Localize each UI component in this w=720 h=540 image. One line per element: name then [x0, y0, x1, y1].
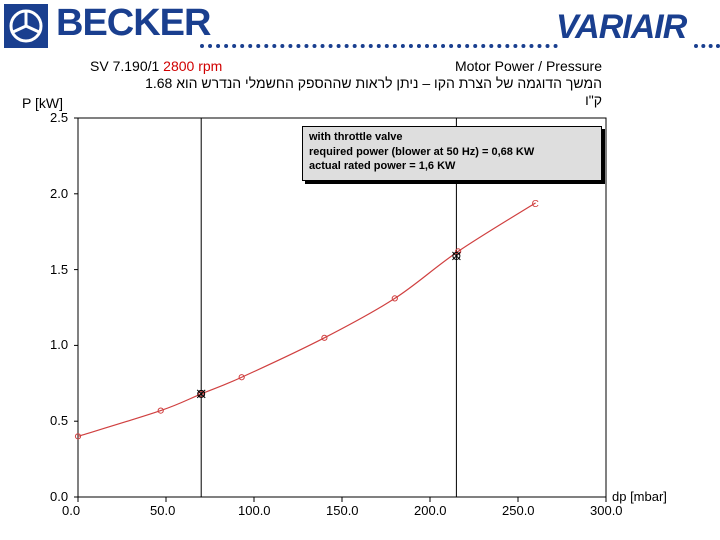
x-axis-label: dp [mbar]	[612, 489, 667, 504]
chart-title-metric: Motor Power / Pressure	[454, 58, 602, 74]
x-tick-label: 250.0	[502, 503, 535, 518]
hebrew-caption-line1: המשך הדוגמה של הצרת הקו – ניתן לראות שהה…	[145, 75, 602, 91]
y-axis-label: P [kW]	[22, 95, 63, 111]
operating-point-cross	[196, 389, 206, 399]
data-point	[391, 295, 398, 302]
plot-frame	[77, 117, 607, 498]
y-tick-label: 0.0	[50, 489, 69, 504]
data-point	[157, 407, 164, 414]
data-point	[198, 390, 205, 398]
data-point	[74, 433, 82, 440]
rpm-label: 2800 rpm	[163, 58, 223, 74]
data-point	[238, 374, 245, 381]
x-tick-label: 50.0	[150, 503, 176, 518]
y-tick-label: 1.0	[50, 337, 69, 353]
becker-logo-icon	[4, 4, 48, 48]
y-tick-label: 2.0	[50, 185, 69, 201]
model-name: SV 7.190/1	[90, 58, 160, 74]
variair-brand-text: VARIAIR	[556, 8, 687, 46]
annotation-line3: actual rated power = 1,6 KW	[309, 160, 456, 172]
hebrew-caption-line2: ק"ו	[585, 92, 602, 108]
y-tick-label: 2.5	[50, 110, 69, 125]
y-tick-label: 1.5	[50, 261, 69, 277]
annotation-line2: required power (blower at 50 Hz) = 0,68 …	[309, 145, 535, 158]
becker-brand-text: BECKER	[56, 2, 211, 44]
series-end-label: C	[532, 199, 539, 210]
becker-logo: BECKER	[4, 2, 211, 48]
annotation-box: with throttle valve required power (blow…	[302, 126, 602, 181]
x-tick-label: 100.0	[238, 503, 271, 518]
annotation-line1: with throttle valve	[309, 131, 403, 143]
header-divider	[200, 44, 558, 48]
x-tick-label: 0.0	[62, 503, 81, 518]
x-tick-label: 300.0	[590, 503, 623, 518]
operating-point-marker	[452, 251, 461, 260]
y-tick-label: 0.5	[50, 413, 69, 429]
operating-point-marker	[197, 389, 206, 398]
data-point	[321, 334, 328, 341]
operating-point-cross	[452, 251, 461, 261]
x-tick-label: 150.0	[326, 503, 359, 518]
x-tick-label: 200.0	[414, 503, 447, 518]
header-divider-right	[694, 44, 720, 48]
series-line	[77, 202, 536, 437]
chart-title-model: SV 7.190/1 2800 rpm	[90, 58, 222, 74]
